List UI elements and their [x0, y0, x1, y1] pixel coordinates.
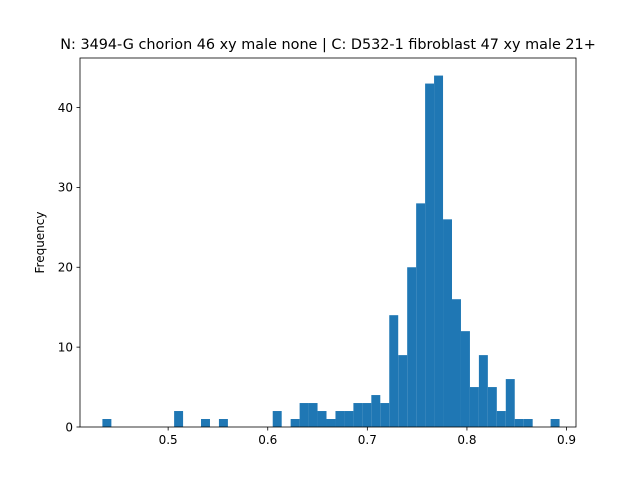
histogram-bar — [398, 355, 408, 427]
x-tick-label: 0.5 — [159, 433, 178, 447]
histogram-bar — [478, 355, 488, 427]
x-tick-label: 0.8 — [457, 433, 476, 447]
histogram-bar — [469, 387, 479, 427]
histogram-bar — [362, 403, 372, 427]
y-tick-label: 20 — [58, 261, 73, 275]
x-tick-label: 0.7 — [358, 433, 377, 447]
histogram-bar — [505, 379, 515, 427]
histogram-bar — [290, 419, 300, 427]
histogram-bar — [460, 331, 470, 427]
histogram-bar — [550, 419, 560, 427]
chart-title: N: 3494-G chorion 46 xy male none | C: D… — [60, 37, 596, 53]
histogram-bar — [308, 403, 318, 427]
histogram-bar — [434, 75, 444, 428]
histogram-bar — [218, 419, 228, 427]
histogram-bar — [102, 419, 112, 427]
x-tick-label: 0.9 — [557, 433, 576, 447]
histogram-bar — [317, 411, 327, 427]
histogram-bars — [102, 75, 560, 428]
histogram-bar — [487, 387, 497, 427]
y-axis-label: Frequency — [33, 212, 47, 274]
histogram-bar — [523, 419, 533, 427]
histogram-bar — [371, 395, 381, 427]
axes-frame — [79, 57, 577, 428]
histogram-bar — [353, 403, 363, 427]
y-axis-ticks: 0 10 20 30 40 — [58, 101, 80, 434]
histogram-bar — [174, 411, 184, 427]
y-tick-label: 40 — [58, 101, 73, 115]
histogram-bar — [389, 315, 399, 427]
histogram-bar — [380, 403, 390, 427]
histogram-bar — [443, 219, 452, 427]
histogram-bar — [344, 411, 354, 427]
histogram-bar — [201, 419, 210, 427]
histogram-bar — [416, 203, 426, 427]
histogram-bar — [514, 419, 524, 427]
y-tick-label: 30 — [58, 181, 73, 195]
x-axis-ticks: 0.5 0.6 0.7 0.8 0.9 — [159, 427, 576, 447]
histogram-bar — [299, 403, 309, 427]
y-tick-label: 10 — [58, 340, 73, 354]
histogram-bar — [452, 299, 461, 427]
histogram-bar — [335, 411, 345, 427]
histogram-bar — [425, 83, 435, 427]
x-tick-label: 0.6 — [258, 433, 277, 447]
y-tick-label: 0 — [65, 420, 73, 434]
histogram-bar — [326, 419, 336, 427]
histogram-bar — [496, 411, 506, 427]
histogram-bar — [407, 267, 417, 427]
histogram-bar — [272, 411, 282, 427]
